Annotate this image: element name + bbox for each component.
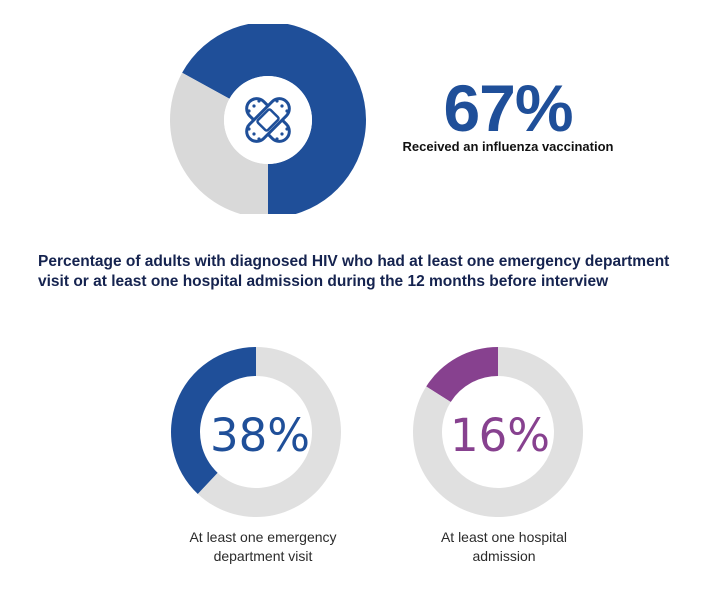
hospital-donut-slices xyxy=(413,347,583,517)
hospital-donut-svg: 16% xyxy=(413,347,583,517)
hospital-slice-value xyxy=(426,347,498,402)
hospital-caption-line1: At least one hospital xyxy=(440,529,568,545)
ed-visit-donut-chart: 38% xyxy=(168,344,348,524)
ed-visit-caption: At least one emergency department visit xyxy=(163,528,363,566)
ed-visit-caption-line2: department visit xyxy=(213,548,313,564)
ed-visit-donut-svg: 38% xyxy=(171,347,341,517)
ed-visit-percent: 38% xyxy=(210,409,310,462)
ed-visit-donut-slices xyxy=(171,347,341,517)
ed-visit-slice-value xyxy=(171,347,256,494)
hospital-percent: 16% xyxy=(450,409,550,462)
ed-visit-caption-line1: At least one emergency xyxy=(189,529,337,545)
section-heading: Percentage of adults with diagnosed HIV … xyxy=(38,253,670,290)
hospital-caption-line2: admission xyxy=(472,548,536,564)
bandage-icon xyxy=(245,97,291,143)
hospital-donut-chart: 16% xyxy=(410,344,590,524)
hospital-slice-remainder xyxy=(413,347,583,517)
influenza-slice-value xyxy=(182,24,366,214)
hospital-caption: At least one hospital admission xyxy=(404,528,604,566)
influenza-percent: 67% xyxy=(443,71,573,145)
ed-visit-slice-remainder xyxy=(197,347,341,517)
influenza-donut-slices xyxy=(170,24,366,214)
influenza-donut-chart xyxy=(160,24,380,214)
influenza-caption: Received an influenza vaccination xyxy=(402,139,614,154)
influenza-slice-remainder xyxy=(170,72,268,214)
influenza-donut-svg xyxy=(170,24,366,214)
